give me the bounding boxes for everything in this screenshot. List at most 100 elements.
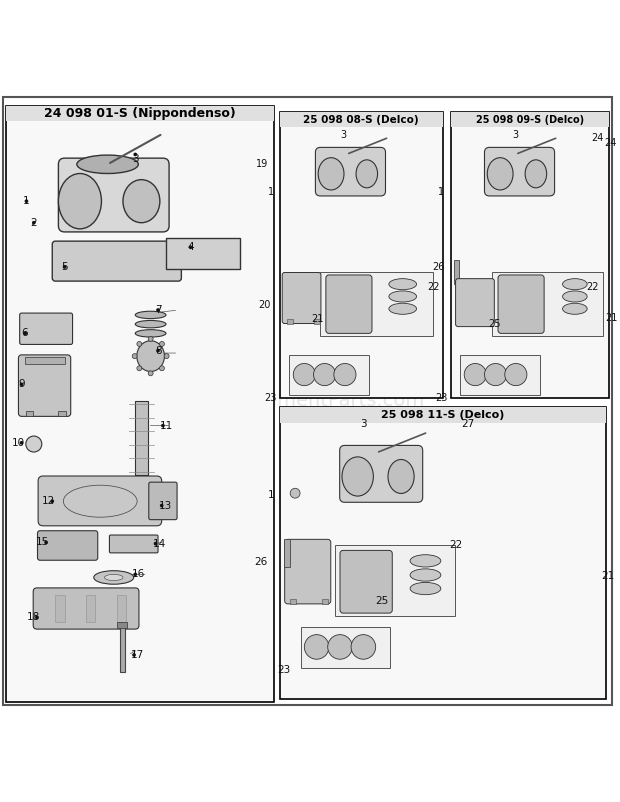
Ellipse shape [94, 571, 134, 584]
FancyBboxPatch shape [456, 278, 494, 326]
Ellipse shape [135, 311, 166, 318]
Ellipse shape [342, 457, 373, 496]
Text: 21: 21 [601, 571, 614, 581]
Text: 13: 13 [159, 500, 172, 511]
FancyBboxPatch shape [301, 626, 391, 668]
Circle shape [290, 488, 300, 498]
FancyBboxPatch shape [149, 482, 177, 520]
Ellipse shape [562, 278, 587, 290]
Circle shape [505, 363, 527, 386]
FancyBboxPatch shape [38, 476, 162, 526]
Text: 8: 8 [155, 346, 162, 355]
FancyBboxPatch shape [282, 273, 321, 323]
Text: 3: 3 [360, 419, 366, 429]
FancyBboxPatch shape [320, 272, 433, 337]
Bar [290, 599, 296, 604]
Bar [58, 411, 66, 415]
Bar [454, 260, 459, 284]
Circle shape [137, 366, 142, 371]
Circle shape [160, 504, 164, 508]
Text: 26: 26 [432, 262, 445, 272]
Circle shape [464, 363, 486, 386]
Ellipse shape [562, 291, 587, 302]
FancyBboxPatch shape [37, 531, 98, 561]
FancyBboxPatch shape [52, 241, 182, 282]
Circle shape [50, 500, 54, 503]
Circle shape [44, 541, 48, 545]
FancyBboxPatch shape [6, 106, 273, 703]
Bar [286, 319, 293, 323]
Bar [280, 112, 443, 128]
Ellipse shape [388, 460, 414, 493]
Circle shape [133, 152, 137, 156]
Ellipse shape [123, 180, 160, 223]
Text: 10: 10 [11, 438, 25, 448]
FancyBboxPatch shape [484, 148, 554, 196]
Text: 23: 23 [435, 393, 448, 403]
Ellipse shape [389, 303, 417, 314]
FancyBboxPatch shape [340, 550, 392, 613]
Circle shape [35, 616, 38, 619]
Bar [120, 626, 125, 671]
Text: 14: 14 [153, 539, 166, 549]
Text: 6: 6 [22, 328, 29, 338]
Text: 23: 23 [264, 393, 277, 403]
Circle shape [133, 573, 137, 576]
Circle shape [314, 363, 335, 386]
Text: 1: 1 [268, 490, 275, 500]
Text: 1: 1 [23, 196, 30, 206]
Text: 25: 25 [488, 318, 500, 329]
Bar [26, 411, 33, 415]
Circle shape [148, 337, 153, 342]
FancyBboxPatch shape [285, 539, 331, 604]
Text: 25 098 08-S (Delco): 25 098 08-S (Delco) [303, 115, 419, 125]
Ellipse shape [135, 330, 166, 337]
Bar [86, 594, 95, 622]
Ellipse shape [77, 155, 138, 173]
Circle shape [159, 366, 164, 371]
Circle shape [20, 441, 24, 444]
FancyBboxPatch shape [280, 112, 443, 398]
Bar [6, 106, 273, 121]
Text: 20: 20 [258, 300, 270, 310]
Circle shape [25, 200, 29, 203]
Ellipse shape [487, 158, 513, 190]
Text: 21: 21 [312, 314, 324, 324]
FancyBboxPatch shape [33, 588, 139, 629]
Text: 25 098 11-S (Delco): 25 098 11-S (Delco) [381, 410, 504, 419]
Bar [322, 599, 329, 604]
Circle shape [351, 634, 376, 659]
Text: 1: 1 [267, 187, 273, 197]
Text: 23: 23 [277, 666, 290, 675]
Text: 18: 18 [27, 613, 40, 622]
Text: 27: 27 [461, 419, 474, 429]
Text: 4: 4 [187, 242, 194, 253]
FancyBboxPatch shape [110, 535, 158, 553]
Circle shape [137, 342, 142, 346]
Ellipse shape [410, 569, 441, 581]
FancyBboxPatch shape [340, 445, 423, 502]
Bar [135, 401, 148, 475]
Circle shape [156, 349, 160, 352]
Text: 25: 25 [375, 596, 389, 606]
FancyBboxPatch shape [451, 112, 609, 398]
Text: 22: 22 [586, 282, 598, 292]
Text: 3: 3 [512, 130, 518, 140]
Text: 16: 16 [132, 569, 146, 579]
Circle shape [32, 221, 36, 225]
FancyBboxPatch shape [326, 275, 372, 334]
Text: 17: 17 [131, 650, 144, 660]
Circle shape [293, 363, 316, 386]
Text: 15: 15 [36, 537, 49, 548]
Circle shape [304, 634, 329, 659]
Ellipse shape [410, 582, 441, 594]
Bar [117, 594, 126, 622]
Circle shape [148, 371, 153, 376]
Bar [25, 357, 64, 364]
FancyBboxPatch shape [289, 355, 369, 395]
Text: 24: 24 [604, 138, 617, 148]
FancyBboxPatch shape [280, 407, 606, 699]
Text: 26: 26 [254, 557, 267, 567]
FancyBboxPatch shape [460, 355, 540, 395]
Text: 25 098 09-S (Delco): 25 098 09-S (Delco) [476, 115, 584, 125]
